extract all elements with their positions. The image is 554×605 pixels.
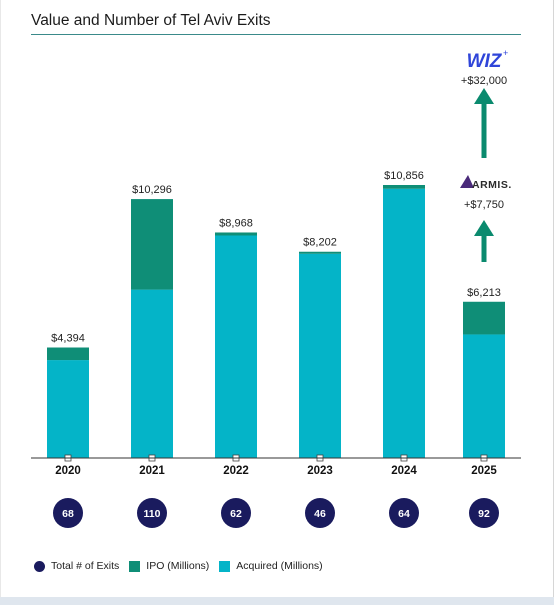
exits-count-2024: 64 (398, 508, 410, 520)
exits-circle-2022 (221, 498, 251, 528)
exits-circle-2024 (389, 498, 419, 528)
x-tick-label-2025: 2025 (471, 465, 497, 477)
bar-acquired-2024 (383, 188, 425, 459)
legend-item-acquired: Acquired (Millions) (219, 560, 323, 572)
bar-ipo-2025 (463, 301, 505, 335)
legend-item-exits: Total # of Exits (34, 560, 119, 572)
wiz-arrow-head (474, 88, 494, 104)
armis-logo-text: ARMIS. (472, 179, 512, 191)
exits-count-2025: 92 (478, 508, 490, 520)
exits-circle-2025 (469, 498, 499, 528)
legend-swatch-ipo (129, 560, 141, 572)
legend-label-exits: Total # of Exits (51, 560, 120, 572)
bar-acquired-2022 (215, 235, 257, 458)
legend-item-ipo: IPO (Millions) (129, 560, 209, 572)
bar-acquired-2025 (463, 334, 505, 458)
bar-acquired-2020 (47, 360, 89, 458)
chart-title: Value and Number of Tel Aviv Exits (31, 12, 271, 29)
exits-count-2020: 68 (62, 508, 74, 520)
wiz-arrow-shaft (481, 104, 487, 158)
exits-circle-2023 (305, 498, 335, 528)
exits-count-2021: 110 (144, 508, 161, 520)
x-tick-label-2022: 2022 (223, 465, 249, 477)
armis-arrow-shaft (481, 236, 487, 262)
x-tick-label-2024: 2024 (391, 465, 417, 477)
armis-value-label: +$7,750 (464, 199, 504, 211)
legend-swatch-exits (34, 560, 45, 572)
exits-count-2023: 46 (314, 508, 326, 520)
total-label-2024: $10,856 (384, 170, 424, 182)
total-label-2025: $6,213 (467, 287, 501, 299)
total-label-2023: $8,202 (303, 237, 337, 249)
title-divider (31, 34, 521, 35)
armis-arrow-head (474, 220, 494, 236)
wiz-value-label: +$32,000 (461, 75, 507, 87)
x-tick-label-2023: 2023 (307, 465, 333, 477)
bottom-scroll-strip (0, 597, 554, 605)
legend-label-ipo: IPO (Millions) (146, 560, 210, 572)
total-label-2020: $4,394 (51, 333, 85, 345)
bar-ipo-2022 (215, 232, 257, 236)
total-label-2022: $8,968 (219, 217, 253, 229)
x-tick-label-2021: 2021 (139, 465, 165, 477)
bar-ipo-2021 (131, 199, 173, 290)
bar-ipo-2024 (383, 185, 425, 189)
legend: Total # of Exits IPO (Millions) Acquired… (34, 559, 333, 573)
x-tick-label-2020: 2020 (55, 465, 81, 477)
total-label-2021: $10,296 (132, 184, 172, 196)
wiz-logo-text: WIZ (467, 51, 503, 72)
exits-circle-2021 (137, 498, 167, 528)
armis-logo-icon (460, 175, 474, 188)
exits-circle-2020 (53, 498, 83, 528)
exits-count-2022: 62 (230, 508, 242, 520)
bar-acquired-2023 (299, 253, 341, 458)
bar-acquired-2021 (131, 289, 173, 458)
wiz-logo-star: + (503, 48, 508, 58)
bar-ipo-2020 (47, 347, 89, 361)
legend-label-acquired: Acquired (Millions) (236, 560, 323, 572)
legend-swatch-acquired (219, 560, 231, 572)
bar-ipo-2023 (299, 251, 341, 254)
